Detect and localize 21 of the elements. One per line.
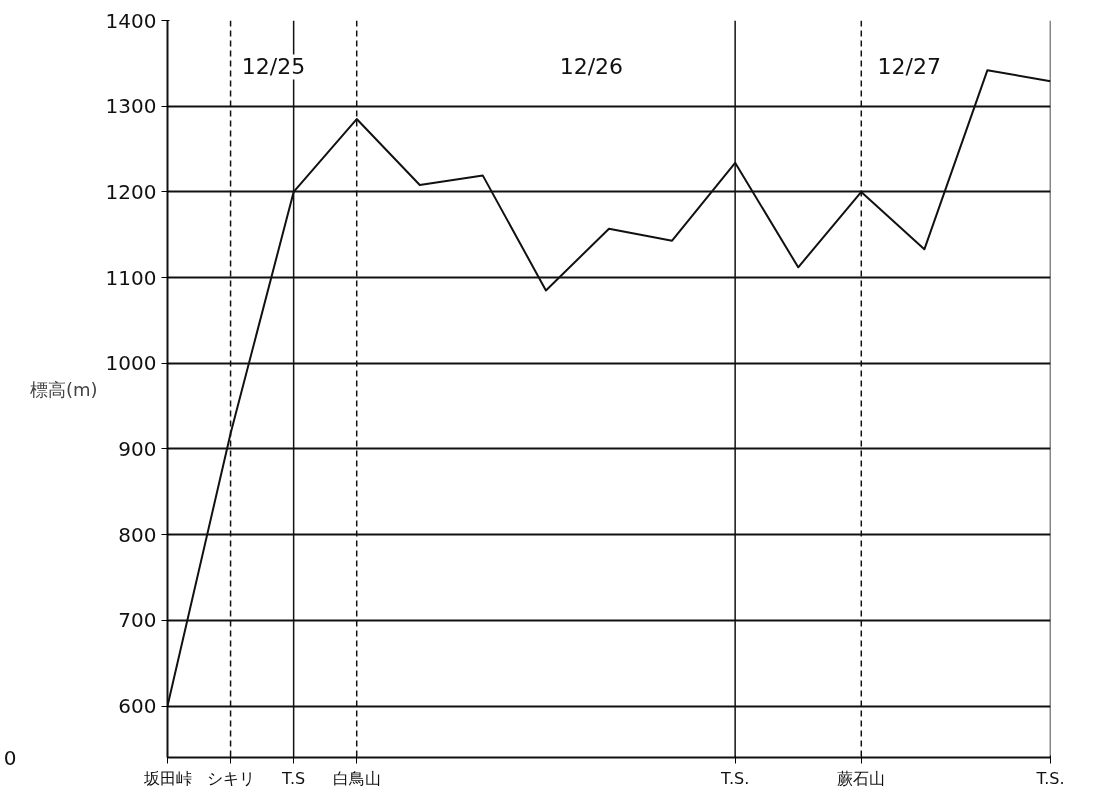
y-tick-label: 1000 xyxy=(105,351,157,376)
annotation: 12/26 xyxy=(559,54,624,80)
annotation: 12/25 xyxy=(241,54,306,80)
y-tick-label: 1300 xyxy=(105,94,157,119)
y-tick-label: 1400 xyxy=(105,8,157,33)
x-tick-label: T.S xyxy=(281,768,306,788)
text: 0 xyxy=(3,745,17,770)
y-tick-label: 800 xyxy=(118,522,157,547)
x-tick-label: T.S. xyxy=(1035,768,1065,788)
y-tick-label: 1200 xyxy=(105,179,157,204)
x-tick-label: 坂田峠 xyxy=(142,768,192,788)
y-tick-label: 700 xyxy=(118,608,157,633)
x-tick-label: T.S. xyxy=(720,768,750,788)
x-tick-label: シキリ xyxy=(206,768,255,788)
y-tick-label: 900 xyxy=(118,436,157,461)
x-tick-label: 白鳥山 xyxy=(332,768,381,788)
y-tick-label: 600 xyxy=(118,694,157,719)
x-tick-label: 蕨石山 xyxy=(837,768,886,788)
y-axis-title: 標高(m) xyxy=(30,378,98,400)
annotation: 12/27 xyxy=(877,54,941,80)
y-tick-label: 1100 xyxy=(105,265,157,290)
